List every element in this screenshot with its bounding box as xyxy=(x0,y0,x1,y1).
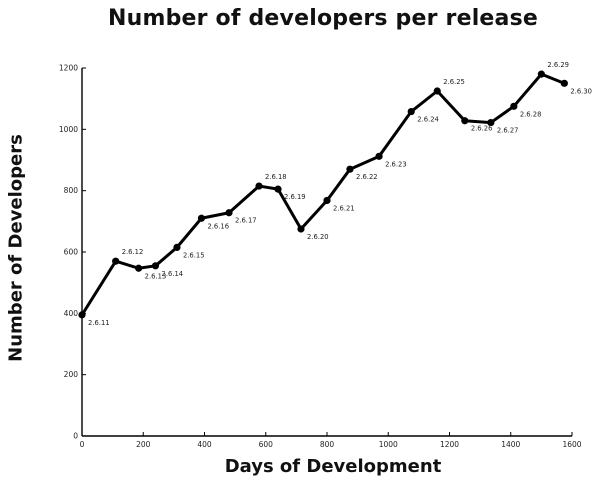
data-point xyxy=(487,118,495,127)
data-point xyxy=(461,117,469,125)
data-point xyxy=(78,311,86,319)
point-label: 2.6.11 xyxy=(88,319,110,327)
y-tick-label: 600 xyxy=(64,248,79,257)
x-tick-label: 800 xyxy=(320,440,335,449)
series-line xyxy=(80,72,566,317)
data-point xyxy=(173,243,181,251)
point-label: 2.6.14 xyxy=(162,270,184,278)
point-label: 2.6.30 xyxy=(570,87,592,95)
point-label: 2.6.13 xyxy=(145,272,167,280)
data-point xyxy=(346,165,354,173)
point-label: 2.6.22 xyxy=(356,173,378,181)
data-point xyxy=(323,196,331,205)
x-tick-label: 600 xyxy=(259,440,274,449)
data-point xyxy=(225,209,233,217)
y-tick-label: 400 xyxy=(64,309,79,318)
point-label: 2.6.24 xyxy=(417,116,439,124)
point-label: 2.6.21 xyxy=(333,204,355,212)
point-label: 2.6.20 xyxy=(307,233,329,241)
y-tick-label: 200 xyxy=(64,370,79,379)
x-tick-label: 400 xyxy=(197,440,212,449)
point-label: 2.6.28 xyxy=(520,110,542,118)
data-point xyxy=(197,214,206,222)
data-point xyxy=(537,70,545,78)
point-label: 2.6.23 xyxy=(385,160,407,168)
data-point xyxy=(407,107,415,116)
data-point xyxy=(135,264,143,272)
y-tick-label: 1200 xyxy=(59,64,78,73)
point-label: 2.6.12 xyxy=(122,248,144,256)
point-label: 2.6.15 xyxy=(183,251,205,259)
point-label: 2.6.27 xyxy=(497,127,519,135)
point-label: 2.6.19 xyxy=(284,193,306,201)
y-tick-label: 800 xyxy=(64,186,79,195)
x-tick-label: 1600 xyxy=(562,440,581,449)
x-tick-label: 200 xyxy=(136,440,151,449)
point-label: 2.6.29 xyxy=(547,61,569,69)
data-point xyxy=(297,225,305,233)
data-point xyxy=(151,262,160,270)
point-label: 2.6.16 xyxy=(207,222,229,230)
data-point xyxy=(510,102,518,110)
point-label: 2.6.26 xyxy=(471,125,493,133)
point-label: 2.6.17 xyxy=(235,217,257,225)
x-tick-label: 1400 xyxy=(501,440,520,449)
chart-title: Number of developers per release xyxy=(107,6,539,31)
x-tick-label: 1200 xyxy=(440,440,459,449)
y-tick-label: 1000 xyxy=(59,125,78,134)
data-point xyxy=(433,87,441,95)
point-label: 2.6.25 xyxy=(443,78,465,86)
data-point xyxy=(560,79,568,87)
x-axis-label: Days of Development xyxy=(224,456,442,477)
data-point xyxy=(274,185,282,193)
point-label: 2.6.18 xyxy=(265,173,287,181)
x-tick-label: 0 xyxy=(80,440,85,449)
x-tick-label: 1000 xyxy=(379,440,398,449)
data-point xyxy=(112,257,120,265)
data-point xyxy=(375,152,383,160)
y-tick-label: 0 xyxy=(73,432,78,441)
data-point xyxy=(255,182,263,190)
